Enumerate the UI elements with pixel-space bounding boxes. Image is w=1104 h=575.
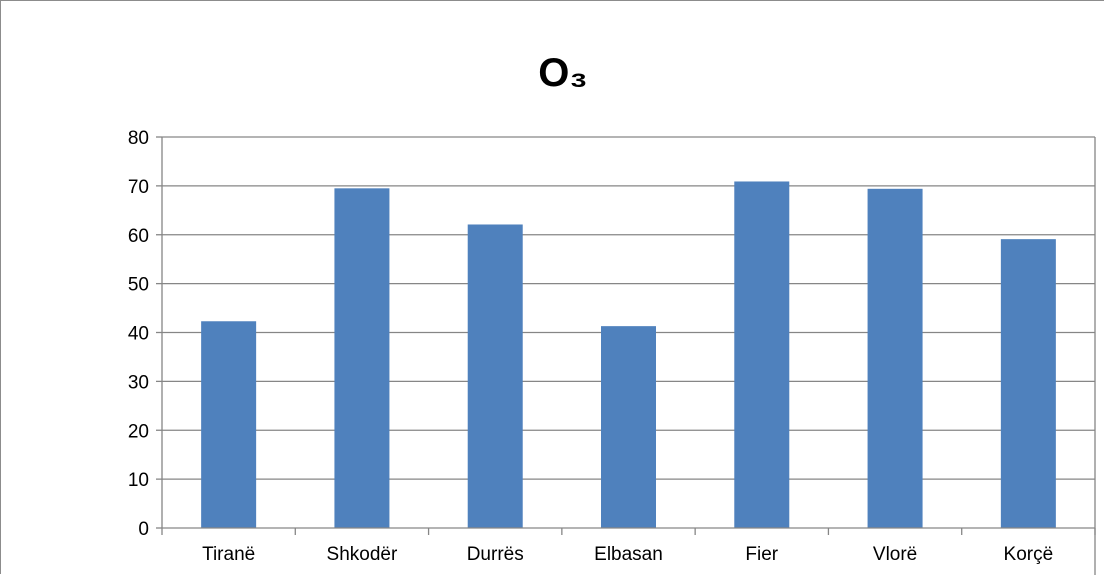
x-tick-label: Durrës — [467, 544, 524, 565]
bar-shkodër — [334, 188, 390, 528]
x-tick-label: Vlorë — [873, 544, 917, 565]
y-tick-label: 40 — [128, 324, 149, 345]
bar-tiranë — [201, 321, 257, 528]
y-axis-tick-labels: 0 10 20 30 40 50 60 70 80 — [128, 128, 149, 540]
y-tick-label: 20 — [128, 421, 149, 442]
x-tick-label: Shkodër — [327, 544, 398, 565]
y-tick-label: 30 — [128, 372, 149, 393]
bar-korçë — [1000, 239, 1056, 528]
x-tick-label: Elbasan — [594, 544, 663, 565]
y-tick-label: 60 — [128, 226, 149, 247]
y-tick-label: 70 — [128, 177, 149, 198]
bar-fier — [734, 181, 790, 528]
y-tick-label: 80 — [128, 128, 149, 149]
x-tick-label: Tiranë — [202, 544, 255, 565]
y-tick-label: 0 — [138, 519, 149, 540]
y-tick-label: 50 — [128, 275, 149, 296]
bar-elbasan — [601, 326, 656, 528]
bar-durrës — [467, 224, 523, 528]
chart-title: O₃ — [538, 51, 588, 95]
x-tick-label: Fier — [745, 544, 778, 565]
bar-vlorë — [867, 188, 923, 528]
axes — [156, 136, 1096, 575]
y-tick-label: 10 — [128, 470, 149, 491]
x-tick-label: Korçë — [1004, 544, 1054, 565]
bar-series — [201, 181, 1056, 528]
x-axis-tick-labels: Tiranë Shkodër Durrës Elbasan Fier Vlorë Korçë — [202, 544, 1053, 565]
